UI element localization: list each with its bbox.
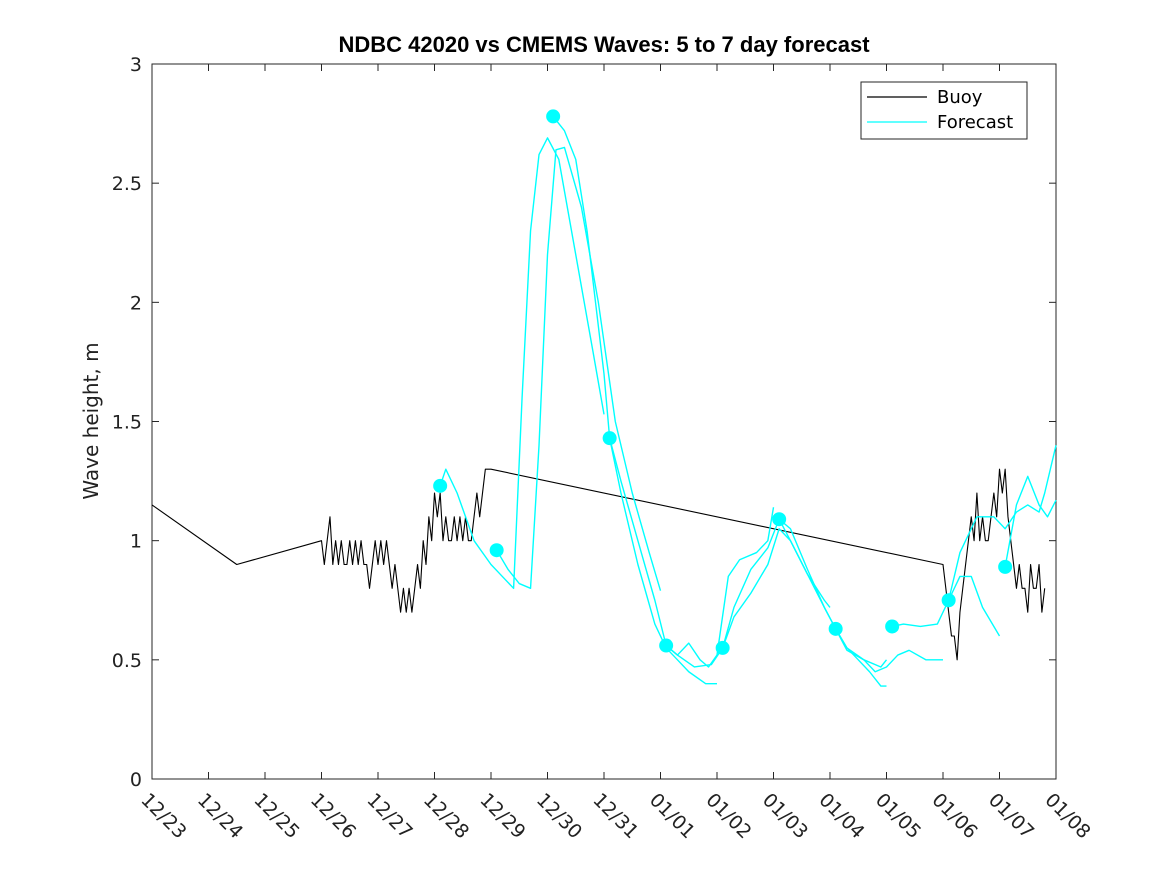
legend-label-forecast: Forecast [937,112,1013,133]
y-axis: 0 0.5 1 1.5 2 2.5 3 [112,54,1056,791]
legend: Buoy Forecast [860,81,1028,140]
y-tick-label: 1.5 [112,412,142,434]
series-line-forecast-run-12-29 [496,146,662,591]
y-tick-label: 2.5 [112,173,142,195]
forecast-start-marker [602,431,617,446]
legend-box [860,81,1028,140]
plot-area [151,63,1057,780]
y-tick-label: 0.5 [112,650,142,672]
forecast-start-marker [998,559,1013,574]
y-axis-label: Wave height, m [79,342,103,499]
forecast-start-marker [546,109,561,124]
series-line-forecast-run-12-30 [552,115,717,685]
series-line-forecast-run-01-07 [1004,475,1057,568]
series-line-forecast-run-12-31 [608,438,775,668]
series-line-forecast-run-01-04 [835,628,887,687]
series-line-forecast-run-12-28 [439,137,605,590]
forecast-start-marker [941,593,956,608]
series-line-forecast-run-01-03 [778,518,943,673]
forecast-start-marker [433,478,448,493]
forecast-start-marker [489,543,504,558]
forecast-start-marker [659,638,674,653]
y-tick-label: 2 [130,292,142,314]
y-tick-label: 0 [130,769,142,791]
y-tick-label: 3 [130,54,142,76]
forecast-start-marker [772,512,787,527]
series-line-buoy [151,468,1046,661]
legend-label-buoy: Buoy [937,87,983,108]
y-tick-label: 1 [130,531,142,553]
series-line-forecast-run-01-06 [947,445,1057,601]
forecast-start-marker [715,640,730,655]
chart-title: NDBC 42020 vs CMEMS Waves: 5 to 7 day fo… [338,32,870,57]
forecast-start-marker [828,621,843,636]
forecast-start-markers [433,109,1013,655]
forecast-start-marker [885,619,900,634]
